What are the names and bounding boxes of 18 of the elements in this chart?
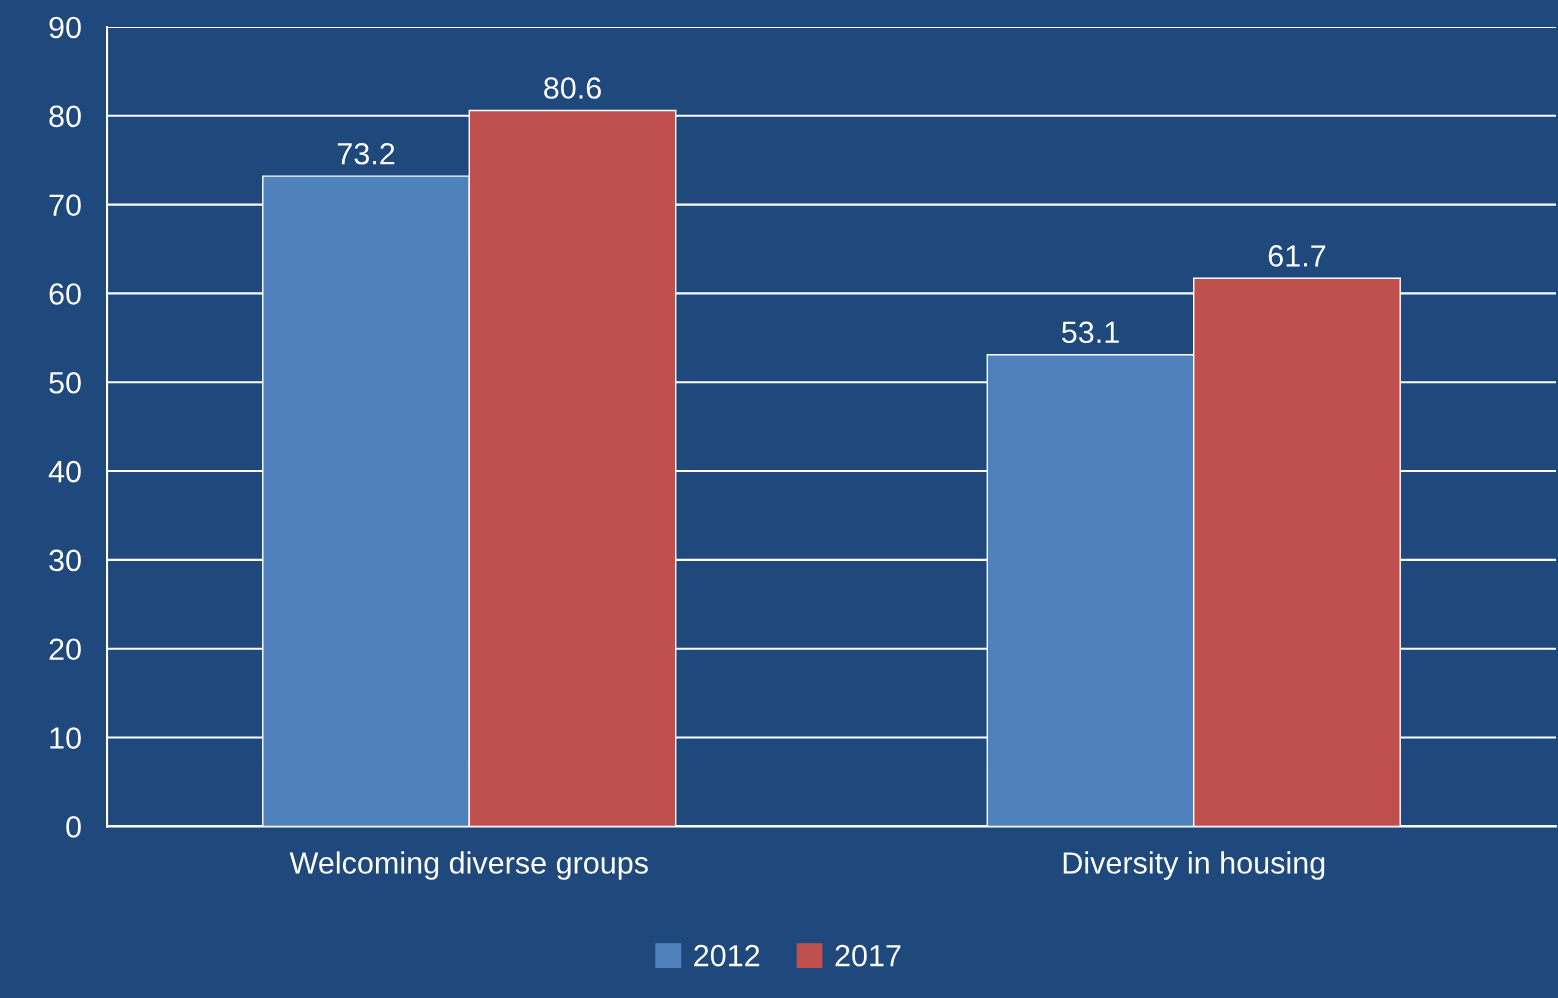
y-tick-label: 90 xyxy=(49,16,81,39)
data-label: 73.2 xyxy=(337,142,395,165)
y-tick-label: 60 xyxy=(49,283,81,305)
y-tick-label: 20 xyxy=(49,638,81,661)
data-label: 80.6 xyxy=(544,77,601,99)
data-label: 61.7 xyxy=(1268,245,1326,267)
y-tick-label: 0 xyxy=(66,816,81,838)
y-tick-label: 80 xyxy=(49,105,81,128)
y-tick-label: 50 xyxy=(49,371,81,394)
legend-label: 2017 xyxy=(835,944,901,967)
data-label: 53.1 xyxy=(1061,321,1119,344)
y-tick-label: 70 xyxy=(49,194,81,216)
y-tick-label: 40 xyxy=(48,460,81,483)
x-tick-label: Welcoming diverse groups xyxy=(289,851,648,880)
y-tick-label: 30 xyxy=(49,549,81,572)
x-tick-label: Diversity in housing xyxy=(1063,851,1325,880)
y-tick-label: 10 xyxy=(50,727,81,749)
legend-label: 2012 xyxy=(694,944,760,967)
